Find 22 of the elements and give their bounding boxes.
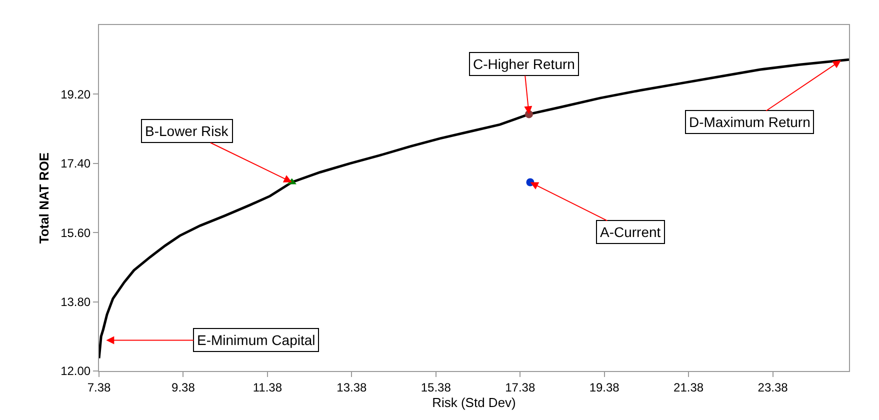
annotation: A-Current: [600, 224, 661, 240]
x-tick-label: 15.38: [420, 380, 452, 394]
y-tick-label: 15.60: [60, 226, 91, 240]
x-tick-label: 21.38: [674, 380, 704, 394]
y-tick-label: 19.20: [60, 87, 91, 102]
y-tick-label: 13.80: [60, 295, 91, 309]
x-tick-label: 11.38: [252, 380, 282, 394]
annotation: C-Higher Return: [473, 56, 575, 72]
line-series: [99, 58, 849, 360]
x-tick-label: 7.38: [87, 380, 111, 394]
y-tick-label: 17.40: [60, 156, 91, 171]
x-tick-label: 13.38: [336, 380, 368, 394]
y-axis-title: Total NAT ROE: [36, 152, 52, 244]
x-tick-label: 9.38: [172, 380, 196, 394]
x-tick-label: 17.38: [505, 380, 536, 394]
annotation: E-Minimum Capital: [197, 332, 316, 348]
annotation: B-Lower Risk: [145, 123, 230, 139]
x-tick-label: 23.38: [758, 380, 788, 394]
y-tick-label: 12.00: [60, 364, 91, 378]
x-tick-label: 19.38: [589, 380, 620, 394]
x-axis-title: Risk (Std Dev): [432, 395, 516, 410]
annotation: D-Maximum Return: [689, 114, 810, 130]
